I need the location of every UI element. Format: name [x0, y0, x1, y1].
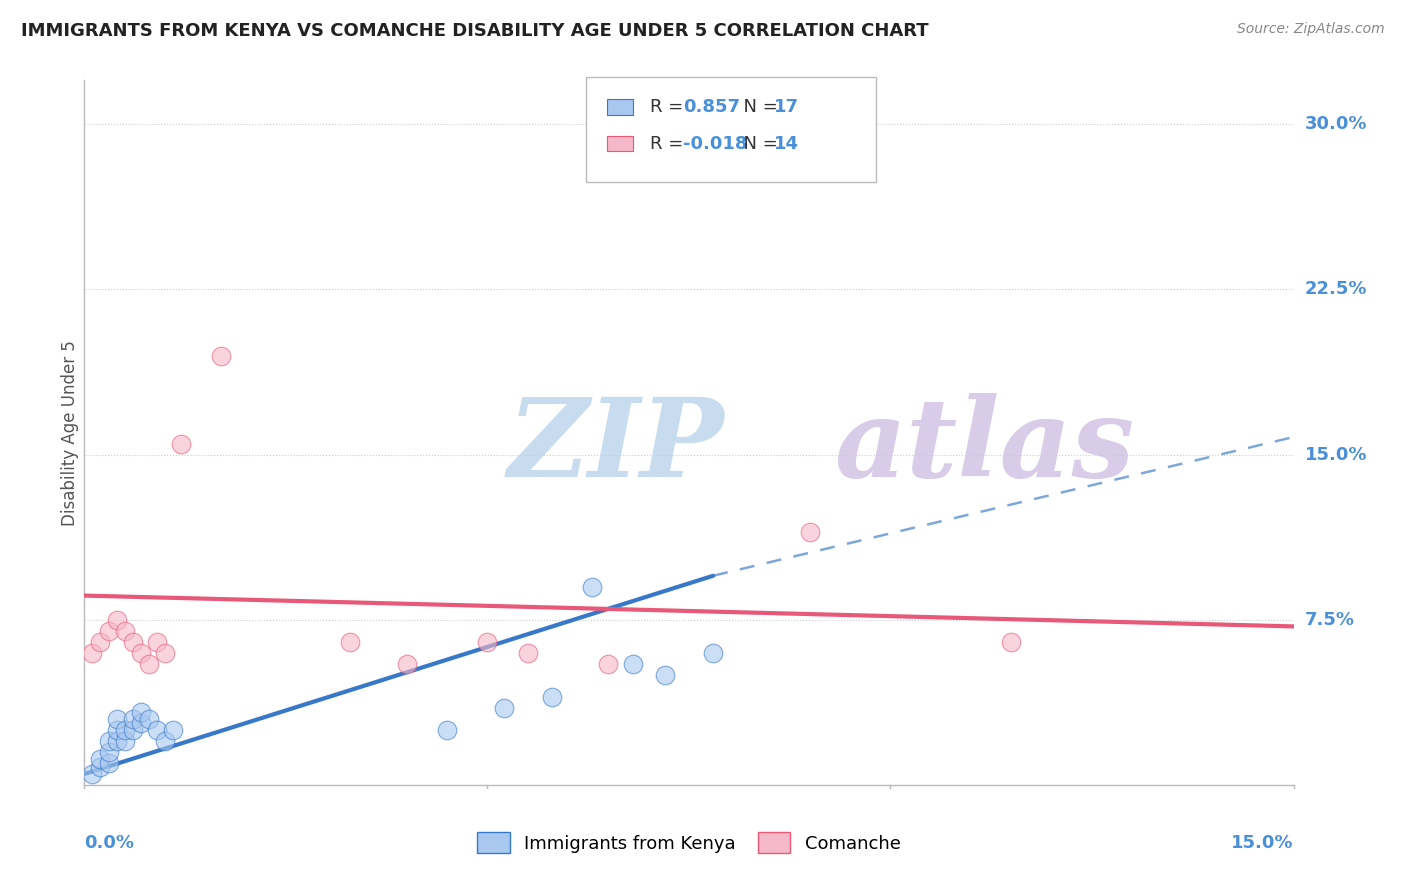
- Text: 15.0%: 15.0%: [1305, 446, 1367, 464]
- Point: [82, 646, 104, 660]
- Point: [97, 624, 120, 638]
- Text: atlas: atlas: [834, 393, 1135, 500]
- Text: Source: ZipAtlas.com: Source: ZipAtlas.com: [1237, 22, 1385, 37]
- Point: [129, 716, 152, 731]
- Point: [129, 646, 152, 660]
- Text: 14: 14: [773, 135, 799, 153]
- Point: [114, 723, 136, 737]
- Text: -0.018: -0.018: [683, 135, 748, 153]
- Point: [121, 712, 143, 726]
- Point: [621, 657, 644, 671]
- Point: [799, 524, 821, 539]
- Text: 7.5%: 7.5%: [1305, 611, 1354, 629]
- Point: [702, 646, 724, 660]
- Point: [97, 756, 120, 770]
- Point: [598, 657, 620, 671]
- Text: 15.0%: 15.0%: [1232, 834, 1294, 852]
- Point: [170, 436, 193, 450]
- Text: N =: N =: [733, 135, 785, 153]
- Text: N =: N =: [733, 98, 785, 116]
- Point: [114, 734, 136, 748]
- Point: [153, 646, 176, 660]
- Point: [89, 751, 111, 765]
- Point: [89, 635, 111, 649]
- Point: [516, 646, 538, 660]
- Point: [121, 635, 143, 649]
- Text: 22.5%: 22.5%: [1305, 280, 1367, 299]
- Point: [162, 723, 184, 737]
- Point: [138, 712, 160, 726]
- FancyBboxPatch shape: [607, 99, 633, 115]
- Point: [138, 657, 160, 671]
- Point: [105, 723, 128, 737]
- Point: [436, 723, 458, 737]
- Point: [121, 723, 143, 737]
- Text: IMMIGRANTS FROM KENYA VS COMANCHE DISABILITY AGE UNDER 5 CORRELATION CHART: IMMIGRANTS FROM KENYA VS COMANCHE DISABI…: [21, 22, 929, 40]
- Point: [146, 723, 169, 737]
- Text: ZIP: ZIP: [508, 393, 724, 500]
- Point: [541, 690, 564, 704]
- Point: [105, 613, 128, 627]
- Point: [105, 734, 128, 748]
- FancyBboxPatch shape: [607, 136, 633, 152]
- Text: R =: R =: [650, 135, 689, 153]
- Text: 17: 17: [773, 98, 799, 116]
- Text: R =: R =: [650, 98, 689, 116]
- Point: [114, 624, 136, 638]
- Text: 0.857: 0.857: [683, 98, 740, 116]
- Point: [89, 760, 111, 774]
- Point: [105, 712, 128, 726]
- Point: [339, 635, 361, 649]
- Point: [209, 349, 232, 363]
- Text: 30.0%: 30.0%: [1305, 115, 1367, 133]
- Point: [97, 745, 120, 759]
- Point: [82, 767, 104, 781]
- Point: [395, 657, 418, 671]
- Point: [1000, 635, 1022, 649]
- Point: [492, 701, 515, 715]
- Point: [581, 580, 603, 594]
- Point: [129, 706, 152, 720]
- Point: [97, 734, 120, 748]
- Legend: Immigrants from Kenya, Comanche: Immigrants from Kenya, Comanche: [470, 825, 908, 861]
- Y-axis label: Disability Age Under 5: Disability Age Under 5: [62, 340, 80, 525]
- Point: [477, 635, 499, 649]
- Point: [146, 635, 169, 649]
- Point: [654, 668, 676, 682]
- Text: 0.0%: 0.0%: [84, 834, 135, 852]
- FancyBboxPatch shape: [586, 77, 876, 183]
- Point: [153, 734, 176, 748]
